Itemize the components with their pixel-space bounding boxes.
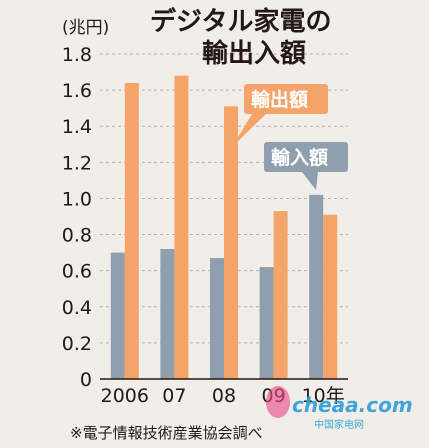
chart-title-line-1: デジタル家電の <box>150 6 331 37</box>
legend-export: 輸出額 <box>232 84 328 147</box>
y-tick-label: 0.6 <box>62 261 92 283</box>
x-tick-label: 07 <box>162 385 186 407</box>
source-note: ※電子情報技術産業協会調べ <box>70 424 263 442</box>
watermark-subtitle: 中国家电网 <box>314 418 364 431</box>
legend-import-label: 輸入額 <box>271 146 328 169</box>
x-tick-label: 08 <box>212 385 236 407</box>
legend-export-box <box>244 84 328 114</box>
y-tick-label: 0.4 <box>62 297 92 319</box>
y-tick-label: 0.8 <box>62 225 92 247</box>
legend-export-pointer <box>232 114 266 147</box>
legend-import-pointer <box>302 172 318 190</box>
bar-export <box>124 82 139 379</box>
bar-import <box>259 267 274 379</box>
y-tick-label: 0 <box>80 369 92 391</box>
bar-import <box>110 252 125 379</box>
x-tick-label: 2006 <box>101 385 149 407</box>
unit-label: (兆円) <box>62 18 109 38</box>
y-tick-label: 1.4 <box>62 116 92 138</box>
legend-export-label: 輸出額 <box>251 88 308 111</box>
y-tick-label: 1.2 <box>62 152 92 174</box>
y-tick-label: 1.6 <box>62 80 92 102</box>
bars <box>110 75 338 380</box>
bar-import <box>210 258 224 379</box>
bar-import <box>160 249 175 379</box>
bar-export <box>224 106 238 379</box>
bar-export <box>174 75 189 380</box>
watermark-logo-icon <box>266 386 290 418</box>
y-tick-label: 0.2 <box>62 333 92 355</box>
chart-title-line-2: 輸出入額 <box>202 38 306 69</box>
bar-export <box>323 214 338 379</box>
y-tick-labels: 0 0.2 0.4 0.6 0.8 1.0 1.2 1.4 1.6 1.8 <box>62 44 92 391</box>
y-tick-label: 1.8 <box>62 44 92 66</box>
legend-import: 輸入額 <box>264 142 348 190</box>
watermark-logo: cheaa.com <box>292 393 413 417</box>
watermark: cheaa.com 中国家电网 <box>266 386 413 431</box>
bar-export <box>273 211 288 379</box>
bar-import <box>309 194 324 379</box>
legend-import-box <box>264 142 348 172</box>
y-tick-label: 1.0 <box>62 188 92 210</box>
x-tick-label: 10年 <box>302 385 345 407</box>
